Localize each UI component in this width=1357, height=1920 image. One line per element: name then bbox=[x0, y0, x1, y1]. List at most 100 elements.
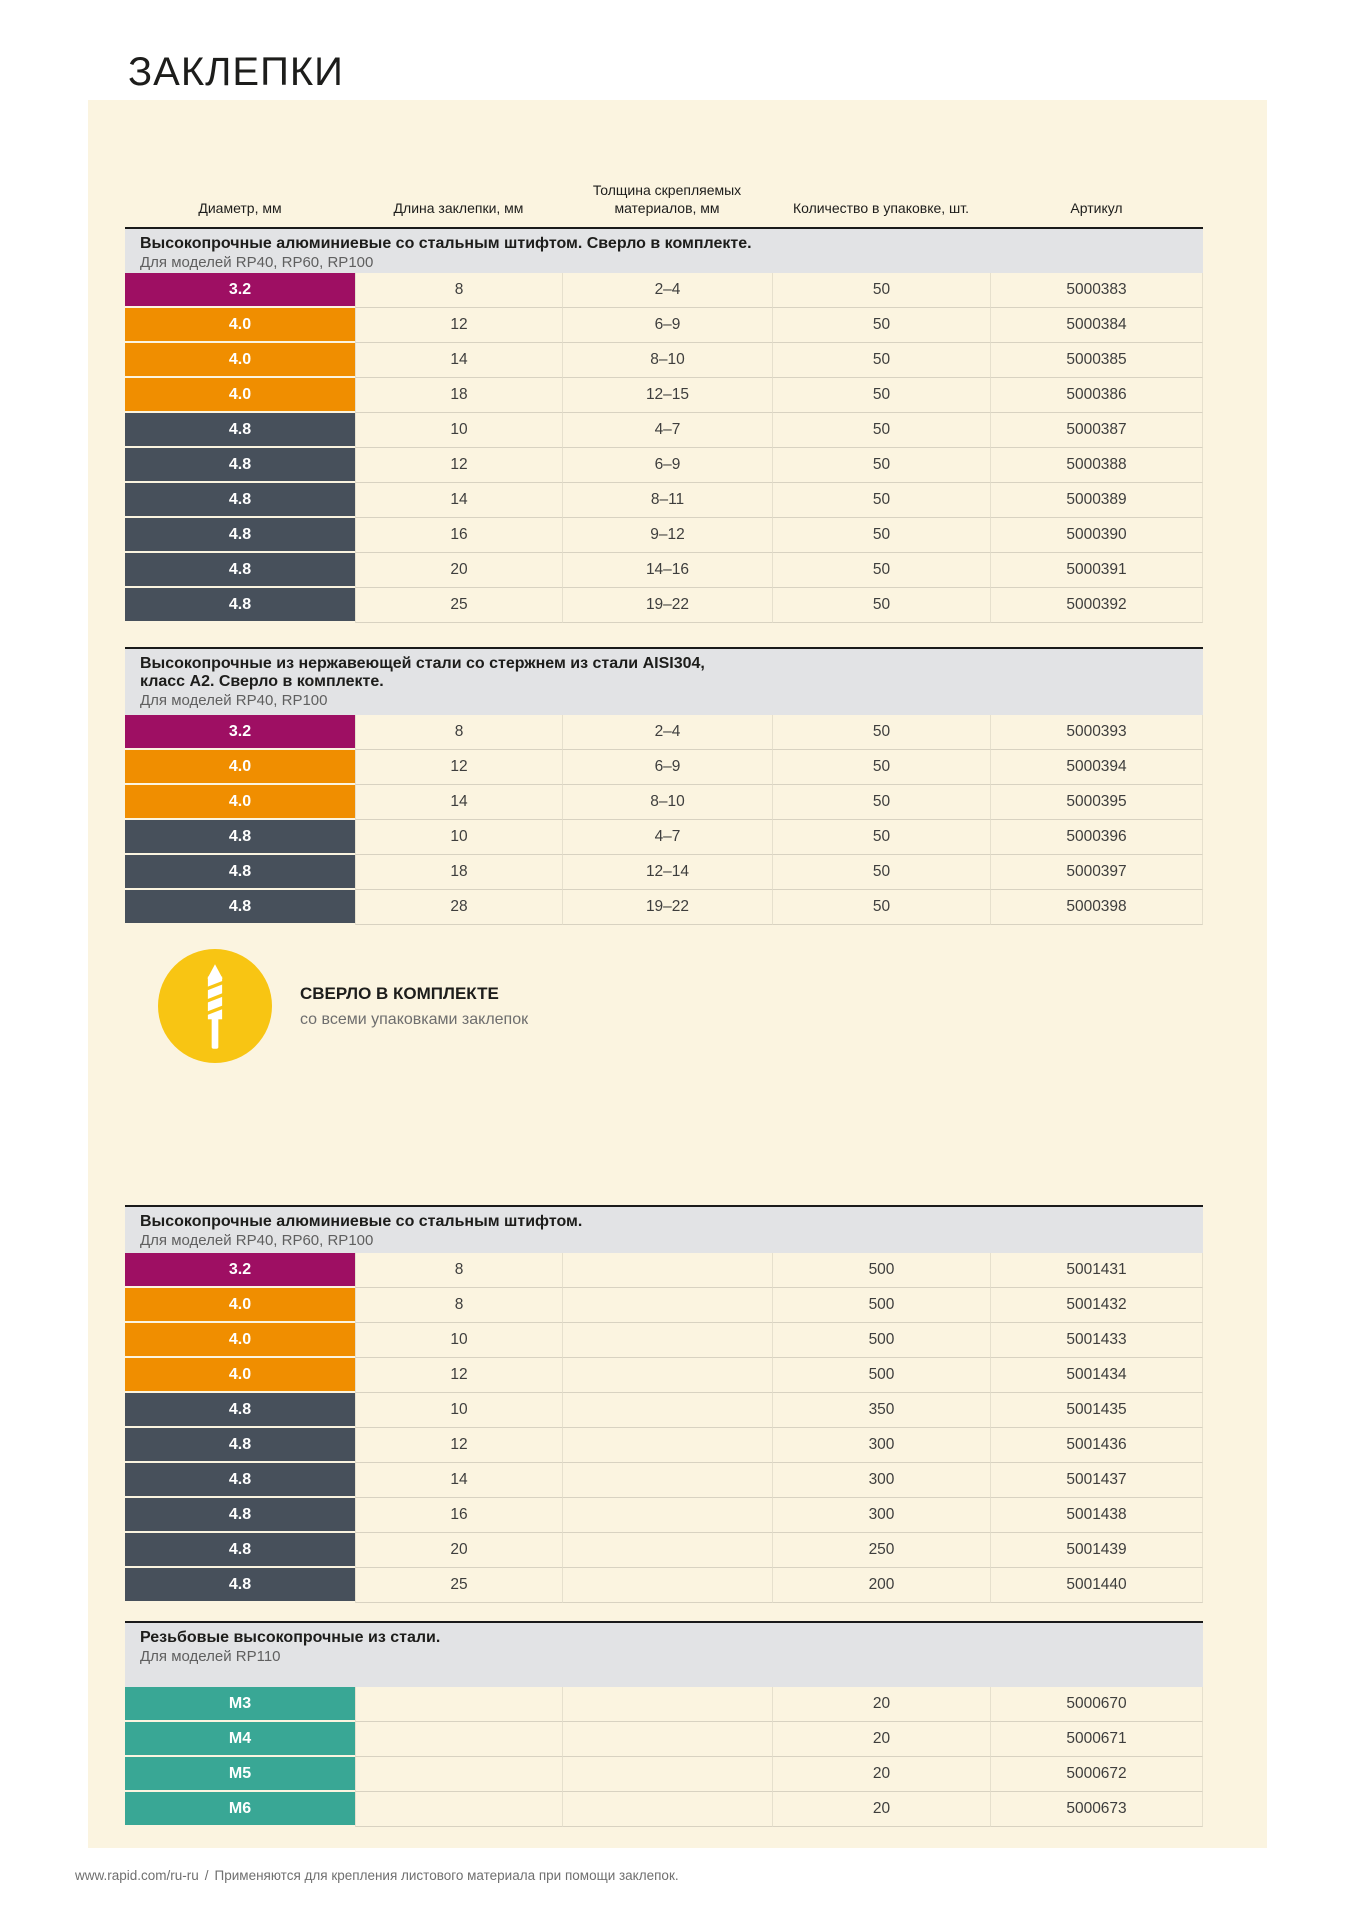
diameter-cell: 4.0 bbox=[125, 1288, 355, 1321]
length-cell: 10 bbox=[355, 820, 562, 855]
table-row: 4.8 16 9–12 50 5000390 bbox=[125, 518, 1203, 553]
table-row: 4.8 12 300 5001436 bbox=[125, 1428, 1203, 1463]
quantity-cell: 50 bbox=[772, 785, 990, 820]
col-header-sku: Артикул bbox=[1070, 200, 1123, 216]
thickness-cell: 14–16 bbox=[562, 553, 772, 588]
page-title: ЗАКЛЕПКИ bbox=[128, 50, 344, 94]
diameter-cell: M4 bbox=[125, 1722, 355, 1755]
length-cell: 14 bbox=[355, 1463, 562, 1498]
table-row: 4.0 10 500 5001433 bbox=[125, 1323, 1203, 1358]
sku-cell: 5001433 bbox=[990, 1323, 1203, 1358]
thickness-cell: 12–15 bbox=[562, 378, 772, 413]
table-row: 4.8 12 6–9 50 5000388 bbox=[125, 448, 1203, 483]
length-cell: 14 bbox=[355, 343, 562, 378]
table-row: 4.8 18 12–14 50 5000397 bbox=[125, 855, 1203, 890]
sku-cell: 5001438 bbox=[990, 1498, 1203, 1533]
badge-title: СВЕРЛО В КОМПЛЕКТЕ bbox=[300, 983, 499, 1003]
col-header-length: Длина заклепки, мм bbox=[393, 200, 524, 216]
sku-cell: 5000387 bbox=[990, 413, 1203, 448]
sku-cell: 5001439 bbox=[990, 1533, 1203, 1568]
quantity-cell: 300 bbox=[772, 1498, 990, 1533]
table-section-stainless-with-drill: Высокопрочные из нержавеющей стали со ст… bbox=[125, 647, 1203, 925]
section-subtitle: Для моделей RP40, RP60, RP100 bbox=[140, 254, 374, 271]
diameter-cell: 4.8 bbox=[125, 1393, 355, 1426]
table-row: 3.2 8 2–4 50 5000383 bbox=[125, 273, 1203, 308]
thickness-cell bbox=[562, 1358, 772, 1393]
thickness-cell bbox=[562, 1498, 772, 1533]
length-cell: 28 bbox=[355, 890, 562, 925]
col-header-quantity: Количество в упаковке, шт. bbox=[792, 200, 970, 216]
section-title: Резьбовые высокопрочные из стали. bbox=[140, 1629, 441, 1646]
diameter-cell: 3.2 bbox=[125, 273, 355, 306]
length-cell: 8 bbox=[355, 715, 562, 750]
table-row: 4.0 8 500 5001432 bbox=[125, 1288, 1203, 1323]
quantity-cell: 20 bbox=[772, 1757, 990, 1792]
quantity-cell: 50 bbox=[772, 308, 990, 343]
length-cell: 25 bbox=[355, 1568, 562, 1603]
length-cell: 8 bbox=[355, 1288, 562, 1323]
diameter-cell: 3.2 bbox=[125, 1253, 355, 1286]
table-row: 3.2 8 500 5001431 bbox=[125, 1253, 1203, 1288]
table-row: 4.8 14 8–11 50 5000389 bbox=[125, 483, 1203, 518]
quantity-cell: 20 bbox=[772, 1722, 990, 1757]
table-row: 4.0 12 500 5001434 bbox=[125, 1358, 1203, 1393]
length-cell bbox=[355, 1687, 562, 1722]
section-header: Высокопрочные из нержавеющей стали со ст… bbox=[125, 649, 1203, 715]
table-row: 4.8 10 4–7 50 5000396 bbox=[125, 820, 1203, 855]
thickness-cell bbox=[562, 1393, 772, 1428]
table-row: M4 20 5000671 bbox=[125, 1722, 1203, 1757]
quantity-cell: 50 bbox=[772, 378, 990, 413]
table-row: 4.8 16 300 5001438 bbox=[125, 1498, 1203, 1533]
diameter-cell: 4.0 bbox=[125, 1358, 355, 1391]
length-cell: 12 bbox=[355, 308, 562, 343]
diameter-cell: 4.8 bbox=[125, 413, 355, 446]
diameter-cell: M5 bbox=[125, 1757, 355, 1790]
sku-cell: 5000391 bbox=[990, 553, 1203, 588]
quantity-cell: 500 bbox=[772, 1358, 990, 1393]
table-row: 4.8 10 350 5001435 bbox=[125, 1393, 1203, 1428]
sku-cell: 5001440 bbox=[990, 1568, 1203, 1603]
thickness-cell bbox=[562, 1323, 772, 1358]
diameter-cell: 4.0 bbox=[125, 750, 355, 783]
footer-url[interactable]: www.rapid.com/ru-ru bbox=[75, 1868, 199, 1883]
table-row: 4.0 12 6–9 50 5000394 bbox=[125, 750, 1203, 785]
col-header-thickness: Толщина скрепляемых материалов, мм bbox=[592, 182, 742, 216]
quantity-cell: 50 bbox=[772, 413, 990, 448]
length-cell: 20 bbox=[355, 553, 562, 588]
quantity-cell: 50 bbox=[772, 553, 990, 588]
sku-cell: 5000385 bbox=[990, 343, 1203, 378]
quantity-cell: 500 bbox=[772, 1288, 990, 1323]
diameter-cell: 4.0 bbox=[125, 343, 355, 376]
quantity-cell: 50 bbox=[772, 273, 990, 308]
diameter-cell: 4.0 bbox=[125, 785, 355, 818]
table-row: 4.8 10 4–7 50 5000387 bbox=[125, 413, 1203, 448]
sku-cell: 5001437 bbox=[990, 1463, 1203, 1498]
diameter-cell: 4.8 bbox=[125, 1463, 355, 1496]
thickness-cell bbox=[562, 1792, 772, 1827]
section-subtitle: Для моделей RP40, RP60, RP100 bbox=[140, 1232, 374, 1249]
sku-cell: 5000392 bbox=[990, 588, 1203, 623]
section-subtitle: Для моделей RP110 bbox=[140, 1648, 281, 1665]
table-row: 4.8 28 19–22 50 5000398 bbox=[125, 890, 1203, 925]
table-row: 4.8 14 300 5001437 bbox=[125, 1463, 1203, 1498]
sku-cell: 5000672 bbox=[990, 1757, 1203, 1792]
quantity-cell: 50 bbox=[772, 518, 990, 553]
length-cell: 10 bbox=[355, 1323, 562, 1358]
quantity-cell: 500 bbox=[772, 1323, 990, 1358]
badge-subtitle: со всеми упаковками заклепок bbox=[300, 1010, 529, 1028]
section-title: Высокопрочные из нержавеющей стали со ст… bbox=[140, 655, 705, 690]
diameter-cell: 4.8 bbox=[125, 855, 355, 888]
diameter-cell: 4.8 bbox=[125, 483, 355, 516]
quantity-cell: 50 bbox=[772, 890, 990, 925]
diameter-cell: 4.8 bbox=[125, 553, 355, 586]
thickness-cell: 19–22 bbox=[562, 890, 772, 925]
drill-bit-icon bbox=[158, 949, 272, 1063]
thickness-cell: 19–22 bbox=[562, 588, 772, 623]
quantity-cell: 20 bbox=[772, 1687, 990, 1722]
length-cell: 10 bbox=[355, 1393, 562, 1428]
length-cell: 12 bbox=[355, 1358, 562, 1393]
footer-note: Применяются для крепления листового мате… bbox=[214, 1868, 679, 1883]
table-row: 4.0 12 6–9 50 5000384 bbox=[125, 308, 1203, 343]
quantity-cell: 350 bbox=[772, 1393, 990, 1428]
length-cell: 12 bbox=[355, 1428, 562, 1463]
